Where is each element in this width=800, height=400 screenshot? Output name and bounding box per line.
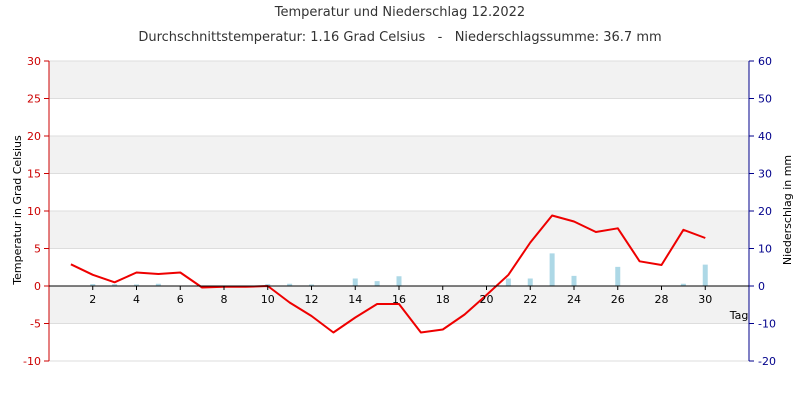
right-axis-tick-label: 30 [758,168,772,181]
left-axis-tick-label: 20 [27,130,41,143]
left-axis-tick-label: 15 [27,168,41,181]
x-axis-tick-label: 10 [261,293,275,306]
x-axis-tick-label: 6 [177,293,184,306]
chart-title: Temperatur und Niederschlag 12.2022 [274,5,525,20]
x-axis-tick-label: 12 [305,293,319,306]
left-axis-tick-label: 25 [27,93,41,106]
precipitation-bar [527,278,533,286]
chart-subtitle: Durchschnittstemperatur: 1.16 Grad Celsi… [138,30,661,45]
precipitation-bar [309,284,314,286]
x-axis-tick-label: 16 [392,293,406,306]
x-axis-tick-label: 8 [221,293,228,306]
precipitation-bar [505,278,511,286]
left-axis-tick-label: -10 [23,355,41,368]
x-axis-tick-label: 28 [655,293,669,306]
right-axis-tick-label: 40 [758,130,772,143]
x-axis-tick-label: 22 [523,293,537,306]
x-axis-tick-label: 20 [480,293,494,306]
x-axis-tick-label: 26 [611,293,625,306]
right-axis-tick-label: 0 [758,280,765,293]
x-axis-tick-label: 30 [698,293,712,306]
temperature-line [70,214,706,334]
y-axis-label: Temperatur in Grad Celsius [11,135,24,286]
precipitation-bar [680,283,686,286]
precipitation-bars [90,253,708,286]
precipitation-bar [615,266,621,286]
right-axis-tick-label: 20 [758,205,772,218]
x-axis-tick-label: 14 [348,293,362,306]
left-axis-tick-label: 5 [34,243,41,256]
x-axis-tick-label: 4 [133,293,140,306]
x-axis-tick-label: 18 [436,293,450,306]
precipitation-bar [155,283,161,286]
right-axis-tick-label: 60 [758,55,772,68]
left-axis-tick-label: -5 [30,318,41,331]
right-axis: -20 -10 0 10 20 30 40 50 60 [748,55,776,368]
precipitation-bar [352,278,358,286]
precipitation-bar [134,284,139,286]
right-axis-tick-label: -10 [758,318,776,331]
x-axis-tick-label: 24 [567,293,581,306]
precipitation-bar [549,253,555,286]
right-axis-tick-label: 10 [758,243,772,256]
temperature-line-group [70,214,706,334]
right-axis-tick-label: -20 [758,355,776,368]
x-axis-tick-label: 2 [89,293,96,306]
x-axis-label: Tag [729,309,749,322]
precipitation-bar [112,284,118,286]
precipitation-bar [702,264,708,286]
left-axis-tick-label: 0 [34,280,41,293]
plot-band [49,136,749,174]
plot-band [49,211,749,249]
precipitation-bar [90,284,96,286]
y2-axis-label: Niederschlag in mm [781,155,794,265]
left-axis-tick-label: 30 [27,55,41,68]
precipitation-bar [571,275,577,286]
left-axis: -10 -5 0 5 10 15 20 25 30 [23,55,50,368]
precipitation-bar [396,276,402,286]
plot-band [49,61,749,99]
precipitation-bar [374,281,380,286]
plot-bands [49,61,749,324]
x-axis: 2 4 6 8 10 12 14 16 18 20 22 24 26 28 30 [49,285,749,306]
grid-lines [49,60,749,362]
left-axis-tick-label: 10 [27,205,41,218]
precipitation-bar [287,283,293,286]
right-axis-tick-label: 50 [758,93,772,106]
